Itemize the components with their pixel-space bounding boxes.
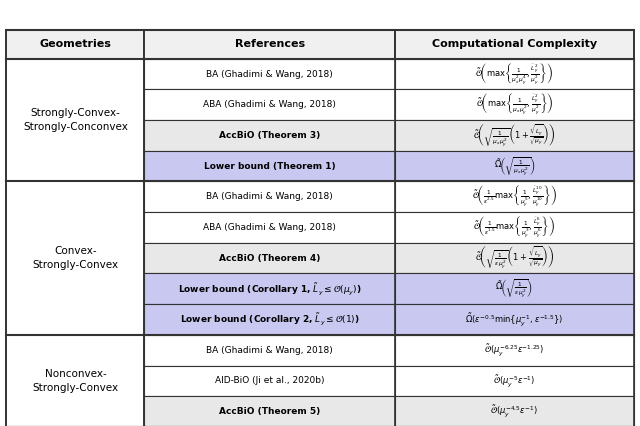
Text: Geometries: Geometries <box>40 39 111 49</box>
Text: $\tilde{\Omega}(\epsilon^{-0.5}\min\{\mu_y^{-1}, \epsilon^{-1.5}\})$: $\tilde{\Omega}(\epsilon^{-0.5}\min\{\mu… <box>465 311 564 328</box>
Text: Lower bound (Theorem 1): Lower bound (Theorem 1) <box>204 161 335 171</box>
Text: AccBiO (Theorem 3): AccBiO (Theorem 3) <box>219 131 321 140</box>
Text: ABA (Ghadimi & Wang, 2018): ABA (Ghadimi & Wang, 2018) <box>204 100 336 109</box>
Bar <box>145 273 396 304</box>
Text: Strongly-Convex-
Strongly-Conconvex: Strongly-Convex- Strongly-Conconvex <box>23 108 128 132</box>
Text: $\tilde{\Omega}\!\left(\sqrt{\frac{1}{\mu_x\mu_y^2}}\right)$: $\tilde{\Omega}\!\left(\sqrt{\frac{1}{\m… <box>494 155 535 178</box>
Bar <box>6 181 145 335</box>
Bar <box>145 30 396 59</box>
Text: AccBiO (Theorem 4): AccBiO (Theorem 4) <box>219 253 321 263</box>
Bar <box>396 212 634 243</box>
Text: ABA (Ghadimi & Wang, 2018): ABA (Ghadimi & Wang, 2018) <box>204 223 336 232</box>
Bar <box>145 304 396 335</box>
Bar <box>396 30 634 59</box>
Bar <box>145 243 396 273</box>
Bar <box>145 151 396 181</box>
Text: BA (Ghadimi & Wang, 2018): BA (Ghadimi & Wang, 2018) <box>207 345 333 355</box>
Bar <box>6 59 145 181</box>
Text: $\tilde{\mathcal{O}}\!\left(\max\left\{\frac{1}{\mu_x^2\mu_y^4}, \frac{\tilde{L}: $\tilde{\mathcal{O}}\!\left(\max\left\{\… <box>476 62 554 86</box>
Text: $\tilde{\mathcal{O}}(\mu_y^{-4.5}\epsilon^{-1})$: $\tilde{\mathcal{O}}(\mu_y^{-4.5}\epsilo… <box>490 403 538 420</box>
Bar <box>396 120 634 151</box>
Text: Computational Complexity: Computational Complexity <box>432 39 597 49</box>
Bar <box>145 212 396 243</box>
Bar <box>6 30 145 59</box>
Bar <box>145 366 396 396</box>
Bar <box>396 151 634 181</box>
Bar <box>145 335 396 366</box>
Text: $\tilde{\mathcal{O}}(\mu_y^{-6.25}\epsilon^{-1.25})$: $\tilde{\mathcal{O}}(\mu_y^{-6.25}\epsil… <box>484 342 545 358</box>
Text: References: References <box>235 39 305 49</box>
Bar <box>396 181 634 212</box>
Text: $\tilde{\mathcal{O}}\!\left(\sqrt{\frac{1}{\mu_x\mu_y^2}}\left(1+\frac{\sqrt{L_y: $\tilde{\mathcal{O}}\!\left(\sqrt{\frac{… <box>473 122 556 149</box>
Bar <box>396 304 634 335</box>
Text: Nonconvex-
Strongly-Convex: Nonconvex- Strongly-Convex <box>33 369 118 393</box>
Text: $\tilde{\mathcal{O}}(\mu_y^{-5}\epsilon^{-1})$: $\tilde{\mathcal{O}}(\mu_y^{-5}\epsilon^… <box>493 373 536 389</box>
Text: Lower bound (Corollary 2, $\tilde{L}_y \leq \mathcal{O}(1)$): Lower bound (Corollary 2, $\tilde{L}_y \… <box>180 311 360 328</box>
Text: $\tilde{\mathcal{O}}\!\left(\sqrt{\frac{1}{\epsilon\mu_y^2}}\left(1+\frac{\sqrt{: $\tilde{\mathcal{O}}\!\left(\sqrt{\frac{… <box>475 245 554 271</box>
Bar <box>396 89 634 120</box>
Text: Convex-
Strongly-Convex: Convex- Strongly-Convex <box>33 246 118 270</box>
Bar <box>396 396 634 426</box>
Text: $\tilde{\Omega}\!\left(\sqrt{\frac{1}{\epsilon\mu_y^2}}\right)$: $\tilde{\Omega}\!\left(\sqrt{\frac{1}{\e… <box>495 277 534 300</box>
Bar <box>145 181 396 212</box>
Bar <box>396 273 634 304</box>
Text: Lower bound (Corollary 1, $\tilde{L}_y \leq \mathcal{O}(\mu_y)$): Lower bound (Corollary 1, $\tilde{L}_y \… <box>178 281 362 297</box>
Text: BA (Ghadimi & Wang, 2018): BA (Ghadimi & Wang, 2018) <box>207 192 333 201</box>
Bar <box>396 366 634 396</box>
Bar <box>145 59 396 89</box>
Bar <box>396 243 634 273</box>
Bar <box>145 396 396 426</box>
Bar <box>396 59 634 89</box>
Text: BA (Ghadimi & Wang, 2018): BA (Ghadimi & Wang, 2018) <box>207 69 333 79</box>
Bar <box>145 120 396 151</box>
Bar <box>6 335 145 426</box>
Bar <box>145 89 396 120</box>
Bar <box>396 335 634 366</box>
Text: AID-BiO (Ji et al., 2020b): AID-BiO (Ji et al., 2020b) <box>215 376 324 386</box>
Text: $\tilde{\mathcal{O}}\!\left(\max\left\{\frac{1}{\mu_x\mu_y^2}, \frac{\tilde{L}_y: $\tilde{\mathcal{O}}\!\left(\max\left\{\… <box>476 92 553 117</box>
Text: $\tilde{\mathcal{O}}\!\left(\frac{1}{\epsilon^{2.5}}\max\left\{\frac{1}{\mu_y^5}: $\tilde{\mathcal{O}}\!\left(\frac{1}{\ep… <box>472 184 557 209</box>
Text: $\tilde{\mathcal{O}}\!\left(\frac{1}{\epsilon^{1.5}}\max\left\{\frac{1}{\mu_y^3}: $\tilde{\mathcal{O}}\!\left(\frac{1}{\ep… <box>474 215 556 240</box>
Text: AccBiO (Theorem 5): AccBiO (Theorem 5) <box>219 407 321 416</box>
